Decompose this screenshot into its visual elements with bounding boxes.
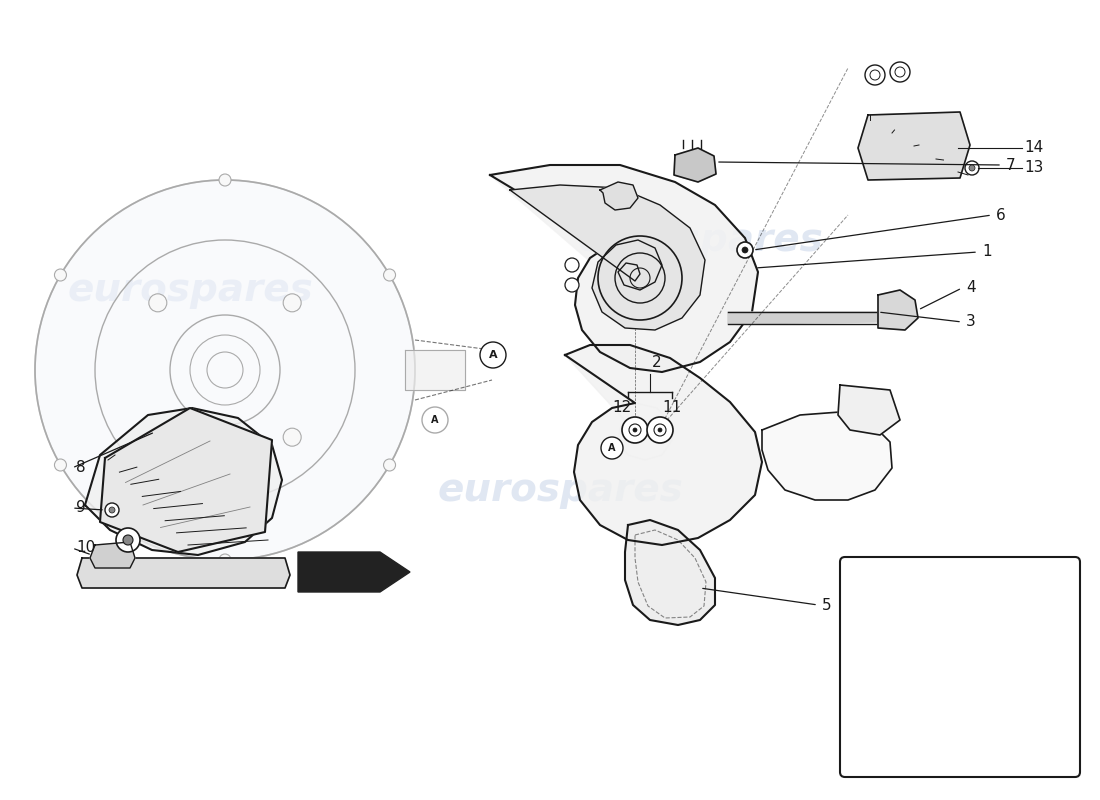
Circle shape bbox=[480, 342, 506, 368]
Circle shape bbox=[565, 258, 579, 272]
Circle shape bbox=[601, 437, 623, 459]
Circle shape bbox=[647, 417, 673, 443]
Circle shape bbox=[283, 294, 301, 312]
Polygon shape bbox=[728, 312, 878, 324]
Polygon shape bbox=[85, 408, 282, 555]
Text: 10: 10 bbox=[76, 541, 96, 555]
Text: 14: 14 bbox=[1024, 141, 1043, 155]
Circle shape bbox=[109, 507, 116, 513]
Polygon shape bbox=[838, 385, 900, 435]
Polygon shape bbox=[565, 345, 762, 545]
Circle shape bbox=[283, 428, 301, 446]
Circle shape bbox=[969, 165, 975, 171]
Circle shape bbox=[737, 242, 754, 258]
Circle shape bbox=[55, 459, 66, 471]
Circle shape bbox=[565, 278, 579, 292]
Polygon shape bbox=[77, 558, 290, 588]
Text: 11: 11 bbox=[662, 400, 682, 415]
Circle shape bbox=[384, 459, 396, 471]
Text: 3: 3 bbox=[966, 314, 976, 330]
Circle shape bbox=[219, 554, 231, 566]
Circle shape bbox=[218, 453, 232, 467]
Polygon shape bbox=[600, 182, 638, 210]
Polygon shape bbox=[858, 112, 970, 180]
Polygon shape bbox=[90, 542, 135, 568]
Polygon shape bbox=[298, 552, 410, 592]
Circle shape bbox=[204, 443, 217, 457]
Text: 6: 6 bbox=[996, 207, 1005, 222]
Circle shape bbox=[742, 247, 748, 253]
FancyBboxPatch shape bbox=[840, 557, 1080, 777]
Text: eurospares: eurospares bbox=[67, 271, 312, 309]
Polygon shape bbox=[405, 350, 465, 390]
Circle shape bbox=[384, 269, 396, 281]
Circle shape bbox=[116, 528, 140, 552]
Text: 1: 1 bbox=[982, 245, 991, 259]
Text: 9: 9 bbox=[76, 501, 86, 515]
Circle shape bbox=[104, 503, 119, 517]
Circle shape bbox=[865, 65, 886, 85]
Polygon shape bbox=[674, 148, 716, 182]
Polygon shape bbox=[510, 185, 705, 330]
Text: eurospares: eurospares bbox=[437, 471, 683, 509]
Circle shape bbox=[148, 428, 167, 446]
Circle shape bbox=[621, 417, 648, 443]
Circle shape bbox=[890, 62, 910, 82]
Text: 2: 2 bbox=[652, 355, 661, 370]
Circle shape bbox=[219, 174, 231, 186]
Text: 4: 4 bbox=[966, 281, 976, 295]
Polygon shape bbox=[490, 165, 758, 372]
Polygon shape bbox=[625, 520, 715, 625]
Text: 12: 12 bbox=[613, 400, 631, 415]
Circle shape bbox=[123, 535, 133, 545]
Text: 13: 13 bbox=[1024, 161, 1044, 175]
Text: A: A bbox=[431, 415, 439, 425]
Circle shape bbox=[965, 161, 979, 175]
Circle shape bbox=[55, 269, 66, 281]
Circle shape bbox=[422, 407, 448, 433]
Text: A: A bbox=[608, 443, 616, 453]
Polygon shape bbox=[878, 290, 918, 330]
Circle shape bbox=[632, 428, 637, 432]
Circle shape bbox=[148, 294, 167, 312]
Circle shape bbox=[658, 428, 662, 432]
Text: 5: 5 bbox=[822, 598, 832, 613]
Polygon shape bbox=[762, 412, 892, 500]
Circle shape bbox=[35, 180, 415, 560]
Text: 8: 8 bbox=[76, 461, 86, 475]
Text: 7: 7 bbox=[1006, 158, 1015, 173]
Text: eurospares: eurospares bbox=[578, 221, 823, 259]
Polygon shape bbox=[100, 408, 272, 552]
Text: A: A bbox=[488, 350, 497, 360]
